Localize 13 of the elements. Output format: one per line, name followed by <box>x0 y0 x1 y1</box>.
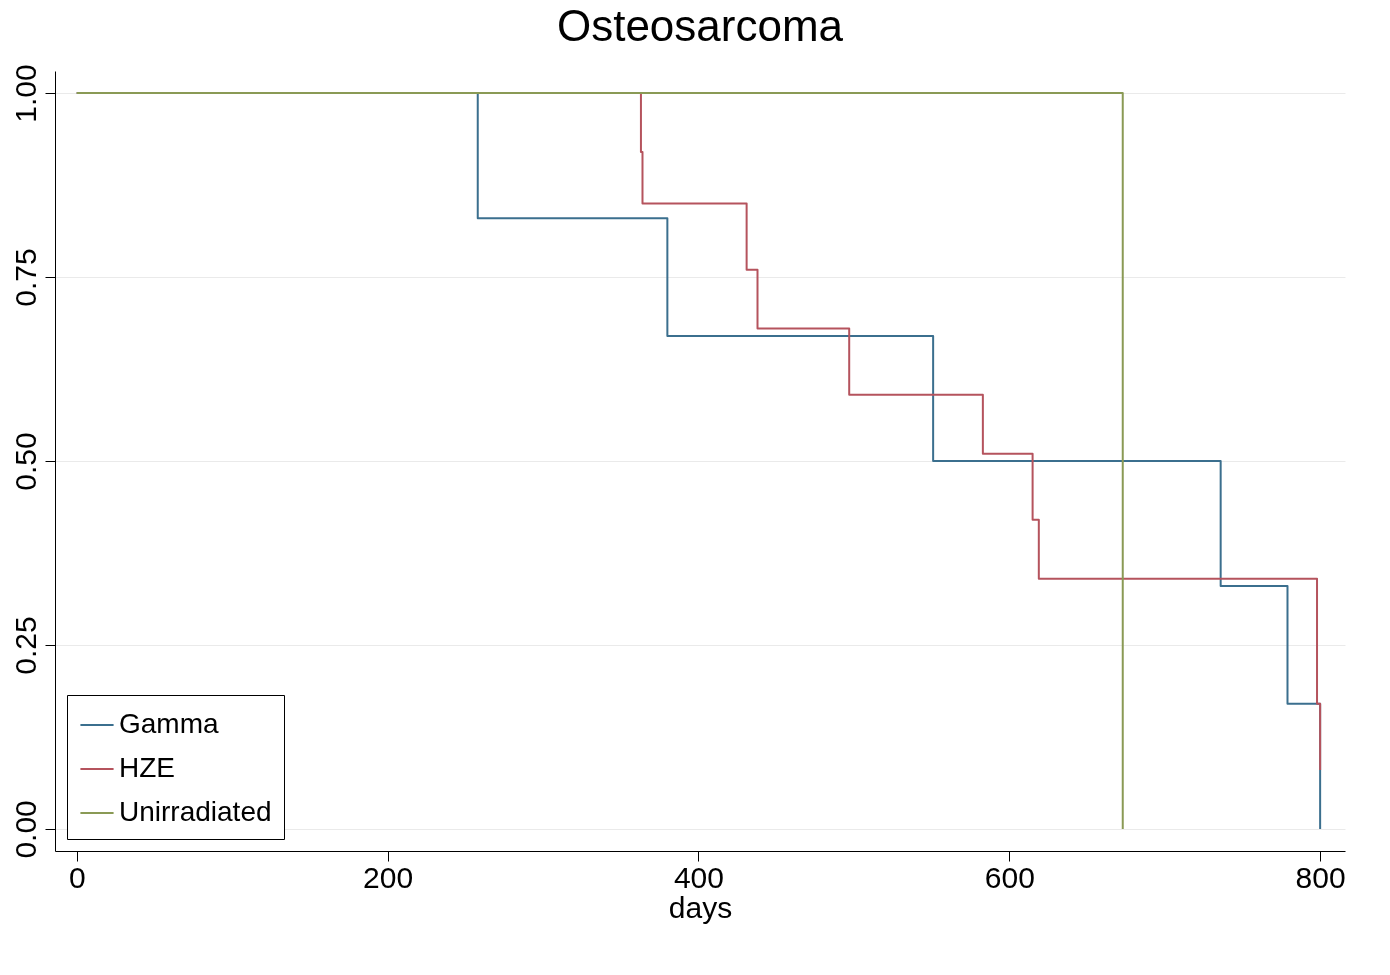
y-tick-label: 0.50 <box>8 432 42 491</box>
chart-title: Osteosarcoma <box>556 0 844 50</box>
y-tick-label: 0.00 <box>8 800 42 859</box>
x-tick-label: 600 <box>984 860 1035 894</box>
x-tick-label: 800 <box>1295 860 1346 894</box>
legend-label: Gamma <box>119 708 219 739</box>
y-tick-label: 0.75 <box>8 248 42 307</box>
y-tick-label: 0.25 <box>8 616 42 675</box>
legend-label: HZE <box>119 752 175 783</box>
x-tick-label: 200 <box>363 860 414 894</box>
y-tick-label: 1.00 <box>8 64 42 123</box>
x-tick-label: 0 <box>68 860 86 894</box>
legend-label: Unirradiated <box>119 796 272 827</box>
